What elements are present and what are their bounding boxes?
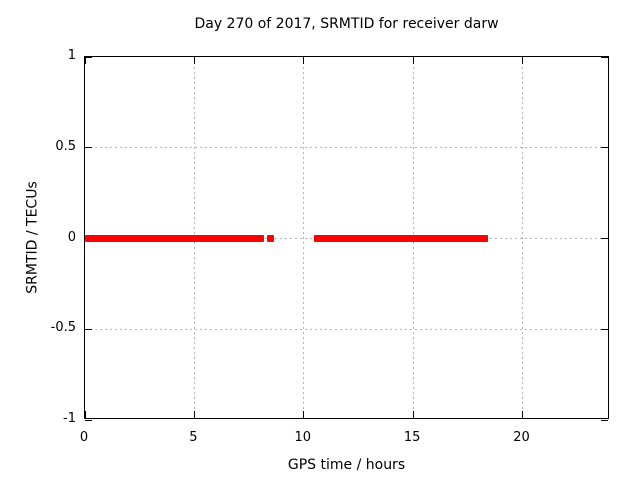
x-tick-mark-bottom xyxy=(84,411,86,418)
x-tick-mark-bottom xyxy=(193,411,195,418)
x-tick-label: 0 xyxy=(79,430,89,445)
y-tick-mark-right xyxy=(601,56,608,58)
y-tick-mark-right xyxy=(601,238,608,239)
x-tick-label: 20 xyxy=(513,430,530,445)
chart-title: Day 270 of 2017, SRMTID for receiver dar… xyxy=(194,16,499,32)
y-tick-label: 0 xyxy=(67,229,76,245)
y-gridline xyxy=(85,328,608,330)
y-tick-label: 1 xyxy=(67,48,76,63)
y-axis-label: SRMTID / TECUs xyxy=(24,181,41,294)
y-tick-label: -0.5 xyxy=(50,320,76,336)
x-tick-mark-bottom xyxy=(303,411,305,418)
x-tick-label: 15 xyxy=(403,430,421,445)
x-tick-mark-top xyxy=(303,57,305,64)
x-tick-mark-bottom xyxy=(412,411,414,418)
y-tick-mark-left xyxy=(85,419,92,421)
y-gridline xyxy=(85,147,608,149)
y-tick-mark-right xyxy=(601,328,608,330)
y-tick-mark-left xyxy=(85,328,92,330)
y-tick-label: -1 xyxy=(63,411,76,426)
x-tick-mark-top xyxy=(522,57,523,64)
x-tick-mark-top xyxy=(193,57,195,64)
x-tick-label: 5 xyxy=(189,430,198,445)
x-tick-mark-top xyxy=(412,57,414,64)
y-tick-mark-left xyxy=(85,56,92,58)
x-tick-label: 10 xyxy=(294,430,312,445)
data-segment xyxy=(85,235,264,242)
x-tick-mark-bottom xyxy=(522,411,523,418)
x-axis-label: GPS time / hours xyxy=(287,457,406,473)
x-gridline xyxy=(522,57,523,418)
y-tick-mark-left xyxy=(85,147,92,149)
y-tick-mark-right xyxy=(601,147,608,149)
data-segment xyxy=(267,235,274,242)
data-segment xyxy=(314,235,488,242)
plot-area xyxy=(84,56,609,421)
y-tick-mark-right xyxy=(601,419,608,421)
x-gridline xyxy=(303,57,305,418)
y-tick-label: 0.5 xyxy=(55,138,76,154)
x-tick-mark-top xyxy=(84,57,86,64)
